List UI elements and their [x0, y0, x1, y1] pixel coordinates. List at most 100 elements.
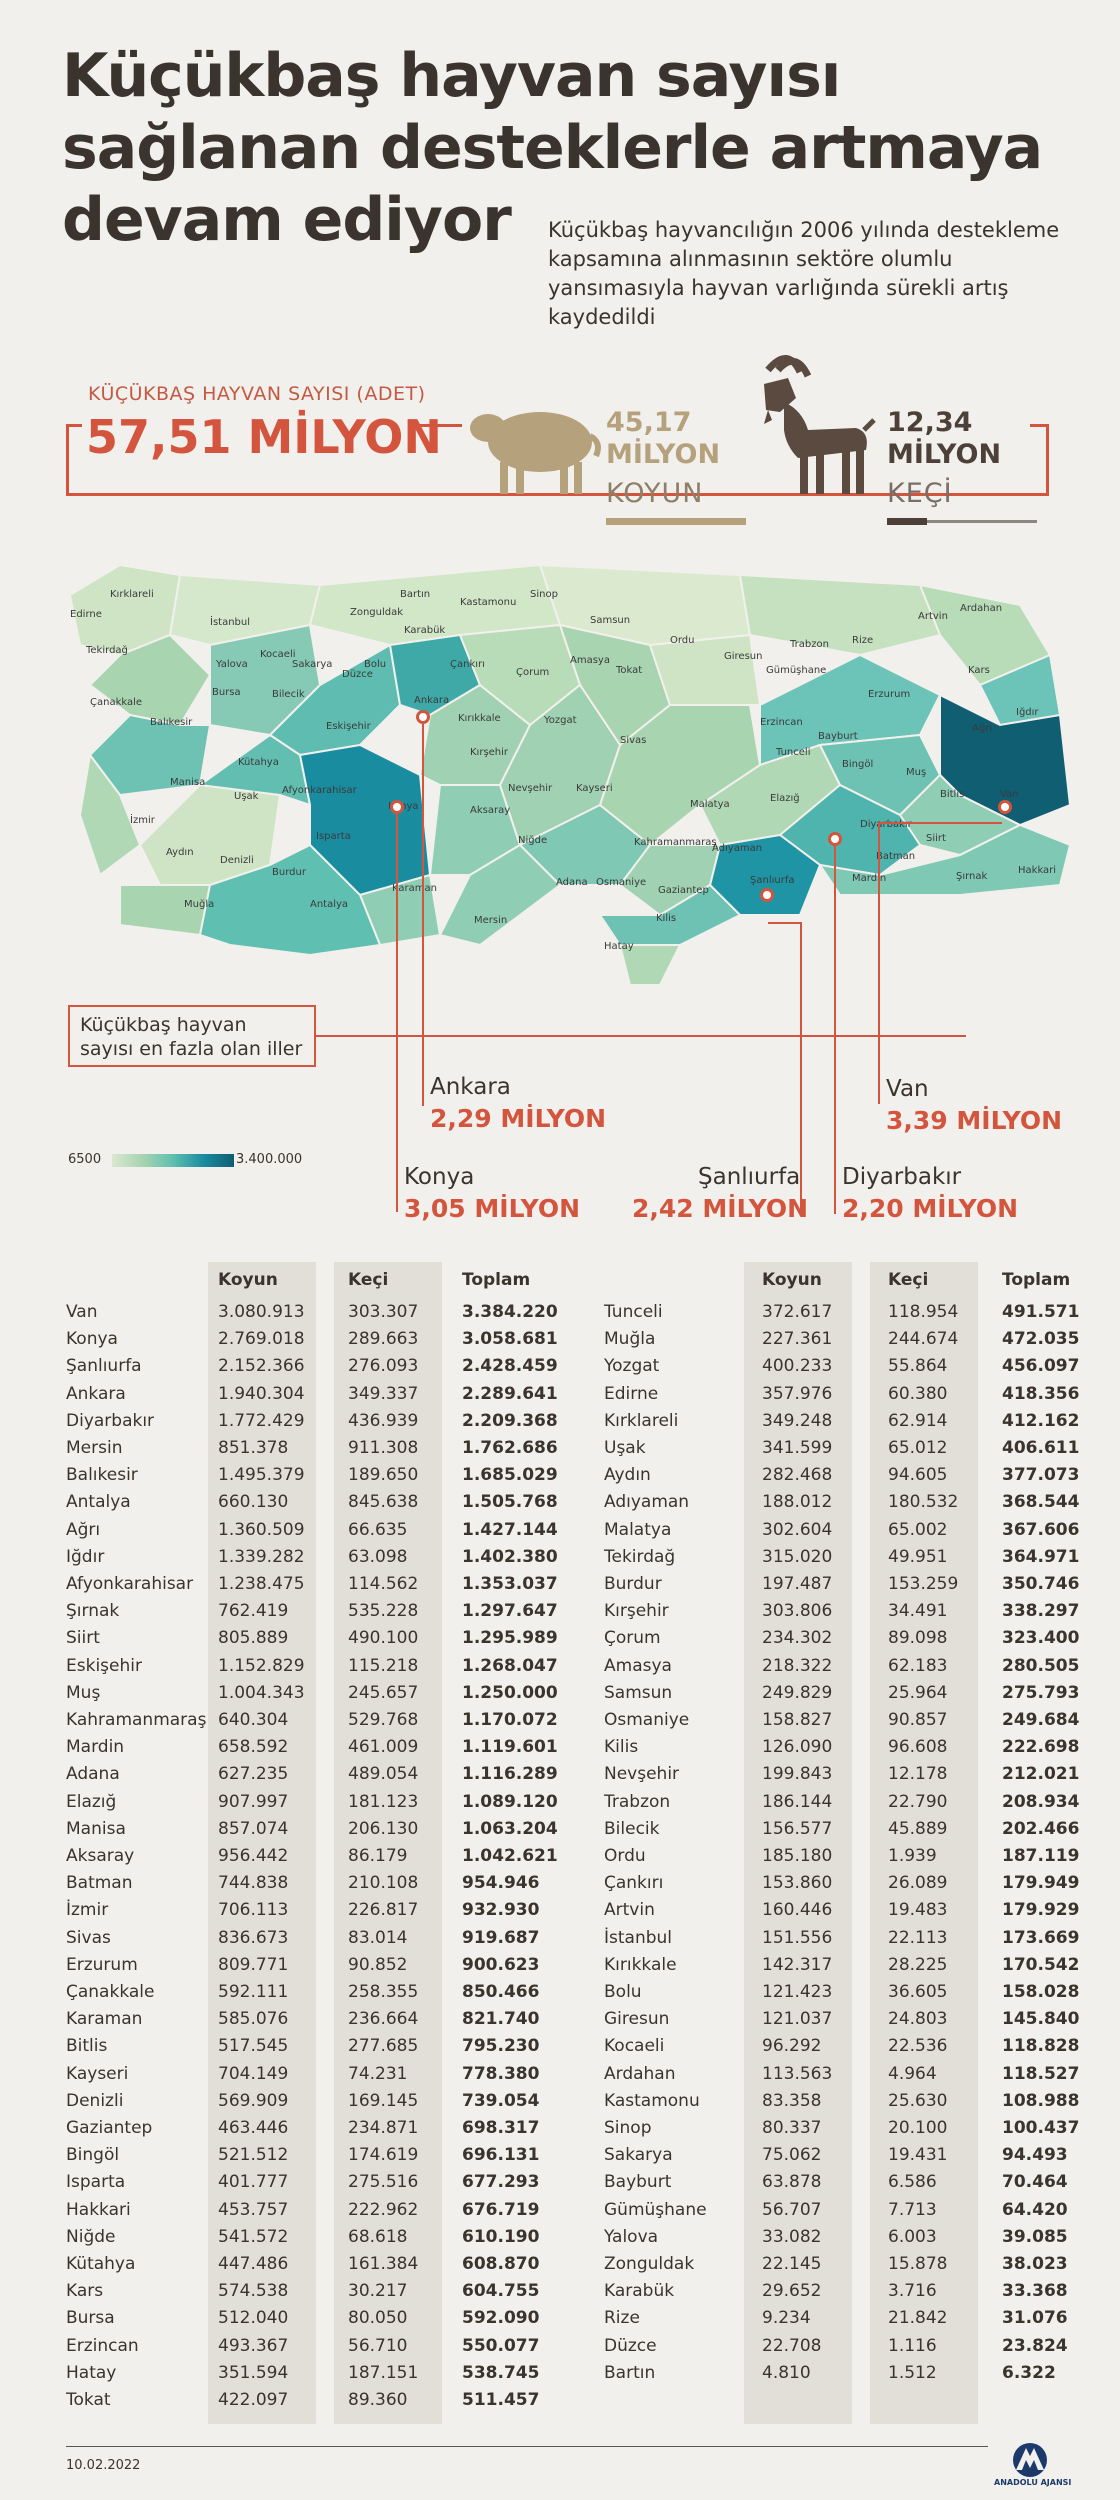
koyun-cell: 400.233 — [762, 1356, 833, 1377]
koyun-cell: 809.771 — [218, 1954, 289, 1975]
keci-cell: 169.145 — [348, 2090, 419, 2111]
koyun-cell: 1.238.475 — [218, 1574, 305, 1594]
province-cell: Uşak — [604, 1438, 646, 1458]
toplam-cell: 795.230 — [462, 2036, 540, 2057]
keci-cell: 25.964 — [888, 1682, 948, 1703]
keci-cell: 276.093 — [348, 1356, 419, 1377]
map-label: Kütahya — [238, 757, 279, 768]
koyun-cell: 22.708 — [762, 2335, 822, 2356]
keci-cell: 22.113 — [888, 1927, 948, 1948]
toplam-cell: 1.295.989 — [462, 1628, 558, 1649]
province-cell: Aksaray — [66, 1846, 135, 1866]
keci-cell: 245.657 — [348, 1682, 419, 1703]
koyun-cell: 1.339.282 — [218, 1546, 305, 1567]
keci-cell: 62.183 — [888, 1655, 948, 1676]
toplam-cell: 1.353.037 — [462, 1574, 558, 1594]
map-label: Trabzon — [789, 639, 829, 650]
koyun-cell: 153.860 — [762, 1873, 833, 1894]
province-cell: Giresun — [604, 2009, 670, 2030]
koyun-cell: 227.361 — [762, 1329, 833, 1350]
keci-cell: 275.516 — [348, 2172, 419, 2193]
koyun-cell: 63.878 — [762, 2172, 822, 2193]
map-label: Muğla — [184, 898, 214, 910]
province-cell: Samsun — [604, 1682, 673, 1703]
koyun-cell: 851.378 — [218, 1438, 289, 1458]
koyun-cell: 521.512 — [218, 2145, 289, 2166]
konya-line — [396, 814, 398, 1212]
map-label: Osmaniye — [596, 877, 646, 888]
keci-cell: 83.014 — [348, 1927, 408, 1948]
keci-cell: 55.864 — [888, 1356, 948, 1377]
koyun-cell: 805.889 — [218, 1628, 289, 1649]
province-cell: Eskişehir — [66, 1655, 142, 1676]
province-cell: Hakkari — [66, 2199, 131, 2220]
toplam-cell: 2.289.641 — [462, 1383, 558, 1404]
map-label: Bilecik — [272, 689, 305, 700]
map-label: Niğde — [518, 834, 547, 846]
toplam-cell: 1.170.072 — [462, 1710, 558, 1730]
toplam-cell: 249.684 — [1002, 1710, 1080, 1730]
keci-cell: 25.630 — [888, 2090, 948, 2111]
keci-cell: 34.491 — [888, 1601, 948, 1622]
sanliurfa-hline — [768, 922, 802, 924]
koyun-cell: 80.337 — [762, 2118, 822, 2138]
keci-cell: 234.871 — [348, 2118, 419, 2138]
keci-cell: 289.663 — [348, 1329, 419, 1350]
toplam-cell: 367.606 — [1002, 1519, 1080, 1540]
toplam-cell: 64.420 — [1002, 2199, 1068, 2220]
keci-cell: 36.605 — [888, 1982, 948, 2002]
province-cell: Ardahan — [604, 2063, 676, 2084]
toplam-cell: 538.745 — [462, 2362, 540, 2383]
province-cell: Muş — [66, 1682, 101, 1703]
toplam-cell: 1.119.601 — [462, 1737, 558, 1758]
sanliurfa-dot — [760, 888, 774, 902]
header-keci-right: Keçi — [888, 1270, 929, 1290]
subtitle: Küçükbaş hayvancılığın 2006 yılında dest… — [548, 218, 1060, 329]
map-label: Van — [1000, 789, 1019, 800]
map-label: Yalova — [215, 659, 248, 670]
province-cell: Bursa — [66, 2308, 115, 2329]
map-label: Ankara — [414, 695, 449, 706]
toplam-cell: 676.719 — [462, 2199, 540, 2220]
koyun-cell: 857.074 — [218, 1818, 289, 1839]
koyun-cell: 463.446 — [218, 2118, 289, 2138]
koyun-cell: 744.838 — [218, 1873, 289, 1894]
toplam-cell: 778.380 — [462, 2063, 540, 2084]
province-cell: Bolu — [604, 1982, 642, 2002]
province-cell: Kırşehir — [604, 1601, 669, 1622]
keci-cell: 89.098 — [888, 1628, 948, 1649]
keci-underbar — [887, 518, 927, 525]
province-cell: Sinop — [604, 2118, 652, 2138]
toplam-cell: 6.322 — [1002, 2362, 1056, 2383]
toplam-cell: 158.028 — [1002, 1982, 1080, 2002]
keci-cell: 244.674 — [888, 1329, 959, 1350]
koyun-cell: 585.076 — [218, 2009, 289, 2030]
toplam-cell: 202.466 — [1002, 1818, 1080, 1839]
keci-cell: 65.012 — [888, 1438, 948, 1458]
map-label: Afyonkarahisar — [282, 785, 358, 796]
toplam-cell: 1.427.144 — [462, 1519, 558, 1540]
keci-cell: 161.384 — [348, 2254, 419, 2274]
map-label: Kırşehir — [470, 747, 509, 758]
keci-cell: 845.638 — [348, 1492, 419, 1513]
title-line-2: sağlanan desteklerle artmaya — [62, 113, 1043, 183]
toplam-cell: 592.090 — [462, 2308, 540, 2329]
map-label: Eskişehir — [326, 721, 372, 732]
koyun-cell: 493.367 — [218, 2335, 289, 2356]
province-cell: Iğdır — [66, 1546, 105, 1567]
koyun-cell: 2.769.018 — [218, 1329, 305, 1350]
sanliurfa-name: Şanlıurfa — [698, 1164, 801, 1190]
toplam-cell: 377.073 — [1002, 1465, 1080, 1486]
toplam-cell: 275.793 — [1002, 1682, 1080, 1703]
province-cell: Ankara — [66, 1383, 126, 1404]
province-cell: Van — [66, 1302, 98, 1322]
koyun-cell: 1.772.429 — [218, 1410, 305, 1431]
keci-cell: 258.355 — [348, 1982, 419, 2002]
table-left: Koyun Keçi Toplam Van 3.080.913 303.307 3.3… — [66, 1270, 586, 2430]
province-cell: Antalya — [66, 1492, 131, 1513]
koyun-cell: 197.487 — [762, 1574, 833, 1594]
koyun-cell: 218.322 — [762, 1655, 833, 1676]
aa-logo-icon — [1013, 2443, 1047, 2477]
toplam-cell: 739.054 — [462, 2090, 540, 2111]
keci-underbar-light — [927, 520, 1037, 523]
